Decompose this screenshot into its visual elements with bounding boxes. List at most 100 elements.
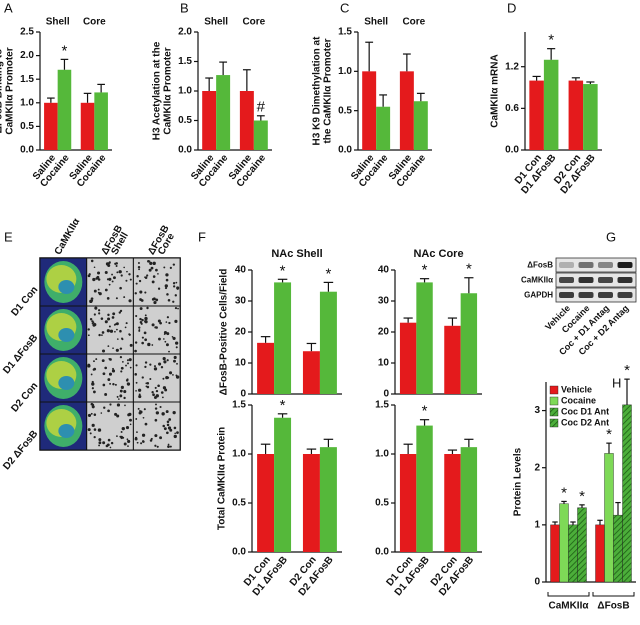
cell-dot	[135, 390, 137, 392]
y-tick-label: 0.6	[505, 103, 519, 114]
legend-label: Coc D1 Ant	[561, 406, 609, 416]
y-tick-label: 30	[378, 296, 390, 307]
y-tick-label: 3	[534, 405, 540, 416]
cell-dot	[124, 326, 127, 329]
cell-dot	[111, 273, 113, 276]
cell-dot	[144, 361, 148, 364]
group-label: Core	[242, 17, 265, 28]
cell-dot	[116, 328, 118, 331]
cell-dot	[142, 440, 145, 443]
category-bracket	[547, 592, 590, 597]
cell-dot	[111, 316, 115, 319]
cell-dot	[136, 275, 139, 278]
cell-dot	[93, 428, 97, 431]
bar	[257, 454, 275, 552]
cell-dot	[104, 288, 108, 292]
cell-dot	[139, 410, 143, 414]
y-tick-label: 1.5	[232, 400, 246, 411]
annotation: *	[422, 403, 428, 420]
cell-dot	[89, 318, 93, 321]
cell-dot	[141, 336, 144, 339]
legend-swatch	[549, 396, 559, 406]
cell-dot	[107, 313, 110, 317]
cell-dot	[147, 342, 151, 347]
cell-dot	[157, 273, 159, 275]
cell-dot	[119, 309, 123, 313]
cell-dot	[134, 437, 138, 441]
cell-dot	[155, 403, 157, 406]
cell-dot	[100, 412, 103, 414]
cell-dot	[166, 316, 169, 319]
cell-dot	[93, 390, 96, 394]
cell-dot	[144, 365, 147, 368]
cell-dot	[125, 379, 129, 382]
cell-dot	[119, 435, 122, 438]
cell-dot	[167, 443, 170, 446]
blot-strip	[555, 287, 637, 303]
annotation: *	[466, 261, 472, 278]
x-tick-label: CaMKIIα	[548, 601, 589, 612]
cell-dot	[119, 329, 122, 333]
cell-dot	[151, 391, 154, 394]
cell-dot	[154, 326, 157, 329]
cell-dot	[148, 260, 151, 263]
y-tick-label: 1.0	[338, 66, 352, 77]
cell-dot	[115, 348, 119, 352]
cell-dot	[91, 299, 94, 302]
bar	[319, 291, 337, 394]
y-tick-label: 0.0	[375, 547, 389, 558]
cell-dot	[124, 404, 126, 407]
cell-dot	[151, 344, 154, 346]
cell-dot	[121, 426, 125, 431]
annotation: *	[422, 262, 428, 279]
panel-letter: D	[507, 0, 516, 15]
cell-dot	[104, 366, 108, 370]
panel-letter: C	[340, 0, 349, 15]
cell-dot	[119, 389, 123, 393]
cell-dot	[108, 277, 112, 281]
cell-dot	[168, 418, 172, 421]
cell-dot	[96, 275, 100, 279]
blot-band	[598, 277, 613, 283]
x-tick-label: ΔFosB	[597, 601, 629, 612]
cell-dot	[155, 389, 159, 393]
cell-dot	[142, 416, 145, 419]
cell-dot	[101, 349, 106, 353]
cell-dot	[144, 338, 148, 342]
y-tick-label: 20	[378, 327, 390, 338]
bar	[622, 404, 632, 583]
cell-dot	[102, 383, 106, 387]
cell-dot	[151, 323, 155, 327]
cell-dot	[164, 284, 168, 288]
brain-core	[58, 280, 75, 294]
blot-strip	[555, 257, 637, 273]
row-label: D2 ΔFosB	[1, 429, 40, 473]
cell-dot	[92, 403, 95, 406]
cell-dot	[111, 369, 116, 373]
bar	[253, 120, 268, 150]
cell-dot	[102, 372, 106, 376]
cell-dot	[127, 445, 129, 448]
cell-dot	[126, 270, 128, 273]
cell-dot	[152, 261, 156, 265]
bar	[416, 425, 433, 552]
cell-dot	[155, 394, 159, 398]
cell-dot	[143, 408, 146, 411]
panel-letter: F	[198, 229, 206, 244]
y-axis-label: CaMKIIα mRNA	[490, 54, 501, 127]
cell-dot	[92, 277, 96, 282]
cell-dot	[120, 366, 124, 370]
cell-dot	[135, 314, 138, 318]
cell-dot	[123, 396, 126, 400]
y-tick-label: 0.5	[178, 115, 192, 126]
cell-dot	[89, 432, 92, 435]
y-tick-label: 10	[378, 358, 390, 369]
cell-dot	[123, 266, 125, 269]
cell-dot	[87, 274, 91, 278]
cell-dot	[116, 395, 119, 398]
cell-dot	[129, 418, 132, 422]
cell-dot	[160, 391, 164, 394]
cell-dot	[106, 329, 110, 333]
cell-dot	[104, 271, 108, 275]
